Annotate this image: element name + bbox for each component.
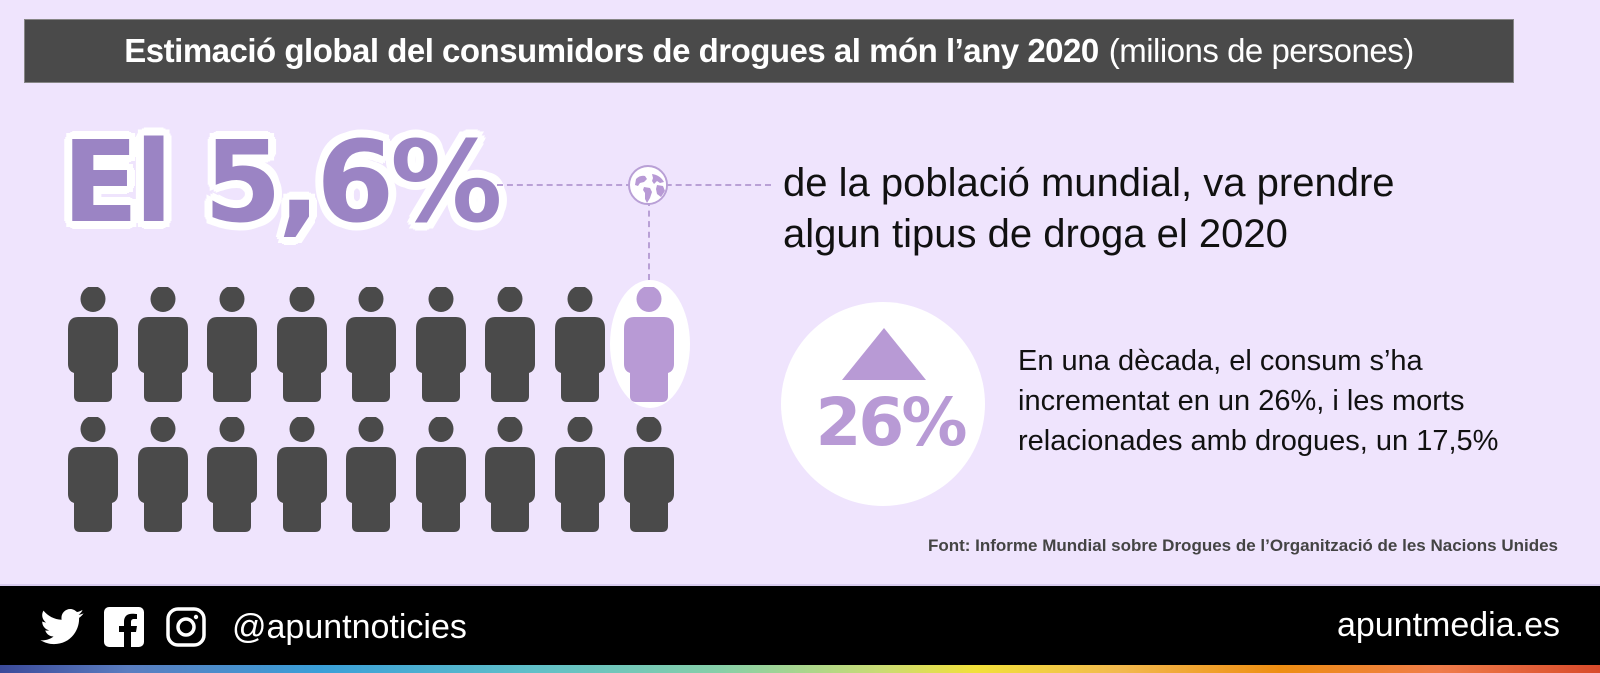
- person-icon: [415, 417, 466, 532]
- person-icon: [137, 287, 188, 402]
- person-icon: [415, 287, 466, 402]
- website-link[interactable]: apuntmedia.es: [1336, 606, 1560, 644]
- increase-line-2: incrementat en un 26%, i les morts: [1018, 385, 1465, 417]
- person-icon: [346, 287, 396, 402]
- person-icon: [68, 287, 118, 402]
- increase-line-1: En una dècada, el consum s’ha: [1018, 345, 1423, 377]
- facebook-icon[interactable]: [102, 606, 146, 648]
- globe-icon: [628, 165, 668, 205]
- person-icon: [554, 287, 605, 402]
- person-icon: [207, 417, 257, 532]
- person-icon: [624, 417, 674, 532]
- footer-bar: @apuntnoticies apuntmedia.es: [0, 584, 1600, 665]
- twitter-icon[interactable]: [40, 606, 84, 648]
- title-unit: (milions de persones): [1108, 32, 1414, 69]
- dashed-connector-vertical: [648, 200, 650, 280]
- person-icon: [554, 417, 605, 532]
- title-bar: Estimació global del consumidors de drog…: [24, 19, 1514, 83]
- person-icon: [137, 417, 188, 532]
- person-icon: [346, 417, 396, 532]
- person-icon: [276, 417, 327, 532]
- up-triangle-icon: [842, 328, 926, 380]
- person-icon: [276, 287, 327, 402]
- person-icon: [68, 417, 118, 532]
- increase-percentage: 26%: [815, 384, 968, 461]
- source-credit: Font: Informe Mundial sobre Drogues de l…: [927, 536, 1558, 555]
- headline-description: de la població mundial, va prendre algun…: [783, 158, 1395, 260]
- social-links: @apuntnoticies: [40, 606, 467, 648]
- instagram-icon[interactable]: [164, 606, 208, 648]
- increase-description: En una dècada, el consum s’ha incrementa…: [1018, 341, 1498, 461]
- headline-line-2: algun tipus de droga el 2020: [783, 212, 1288, 256]
- person-icon: [485, 417, 535, 532]
- person-icon-highlighted: [624, 287, 674, 402]
- person-icon: [207, 287, 257, 402]
- increase-line-3: relacionades amb drogues, un 17,5%: [1018, 425, 1499, 457]
- headline-line-1: de la població mundial, va prendre: [783, 161, 1395, 205]
- rainbow-strip: [0, 665, 1600, 673]
- headline-percentage: El 5,6%: [62, 118, 503, 248]
- person-icon: [485, 287, 535, 402]
- people-pictogram: [68, 287, 674, 532]
- title-main: Estimació global del consumidors de drog…: [124, 32, 1099, 69]
- social-handle[interactable]: @apuntnoticies: [232, 607, 467, 646]
